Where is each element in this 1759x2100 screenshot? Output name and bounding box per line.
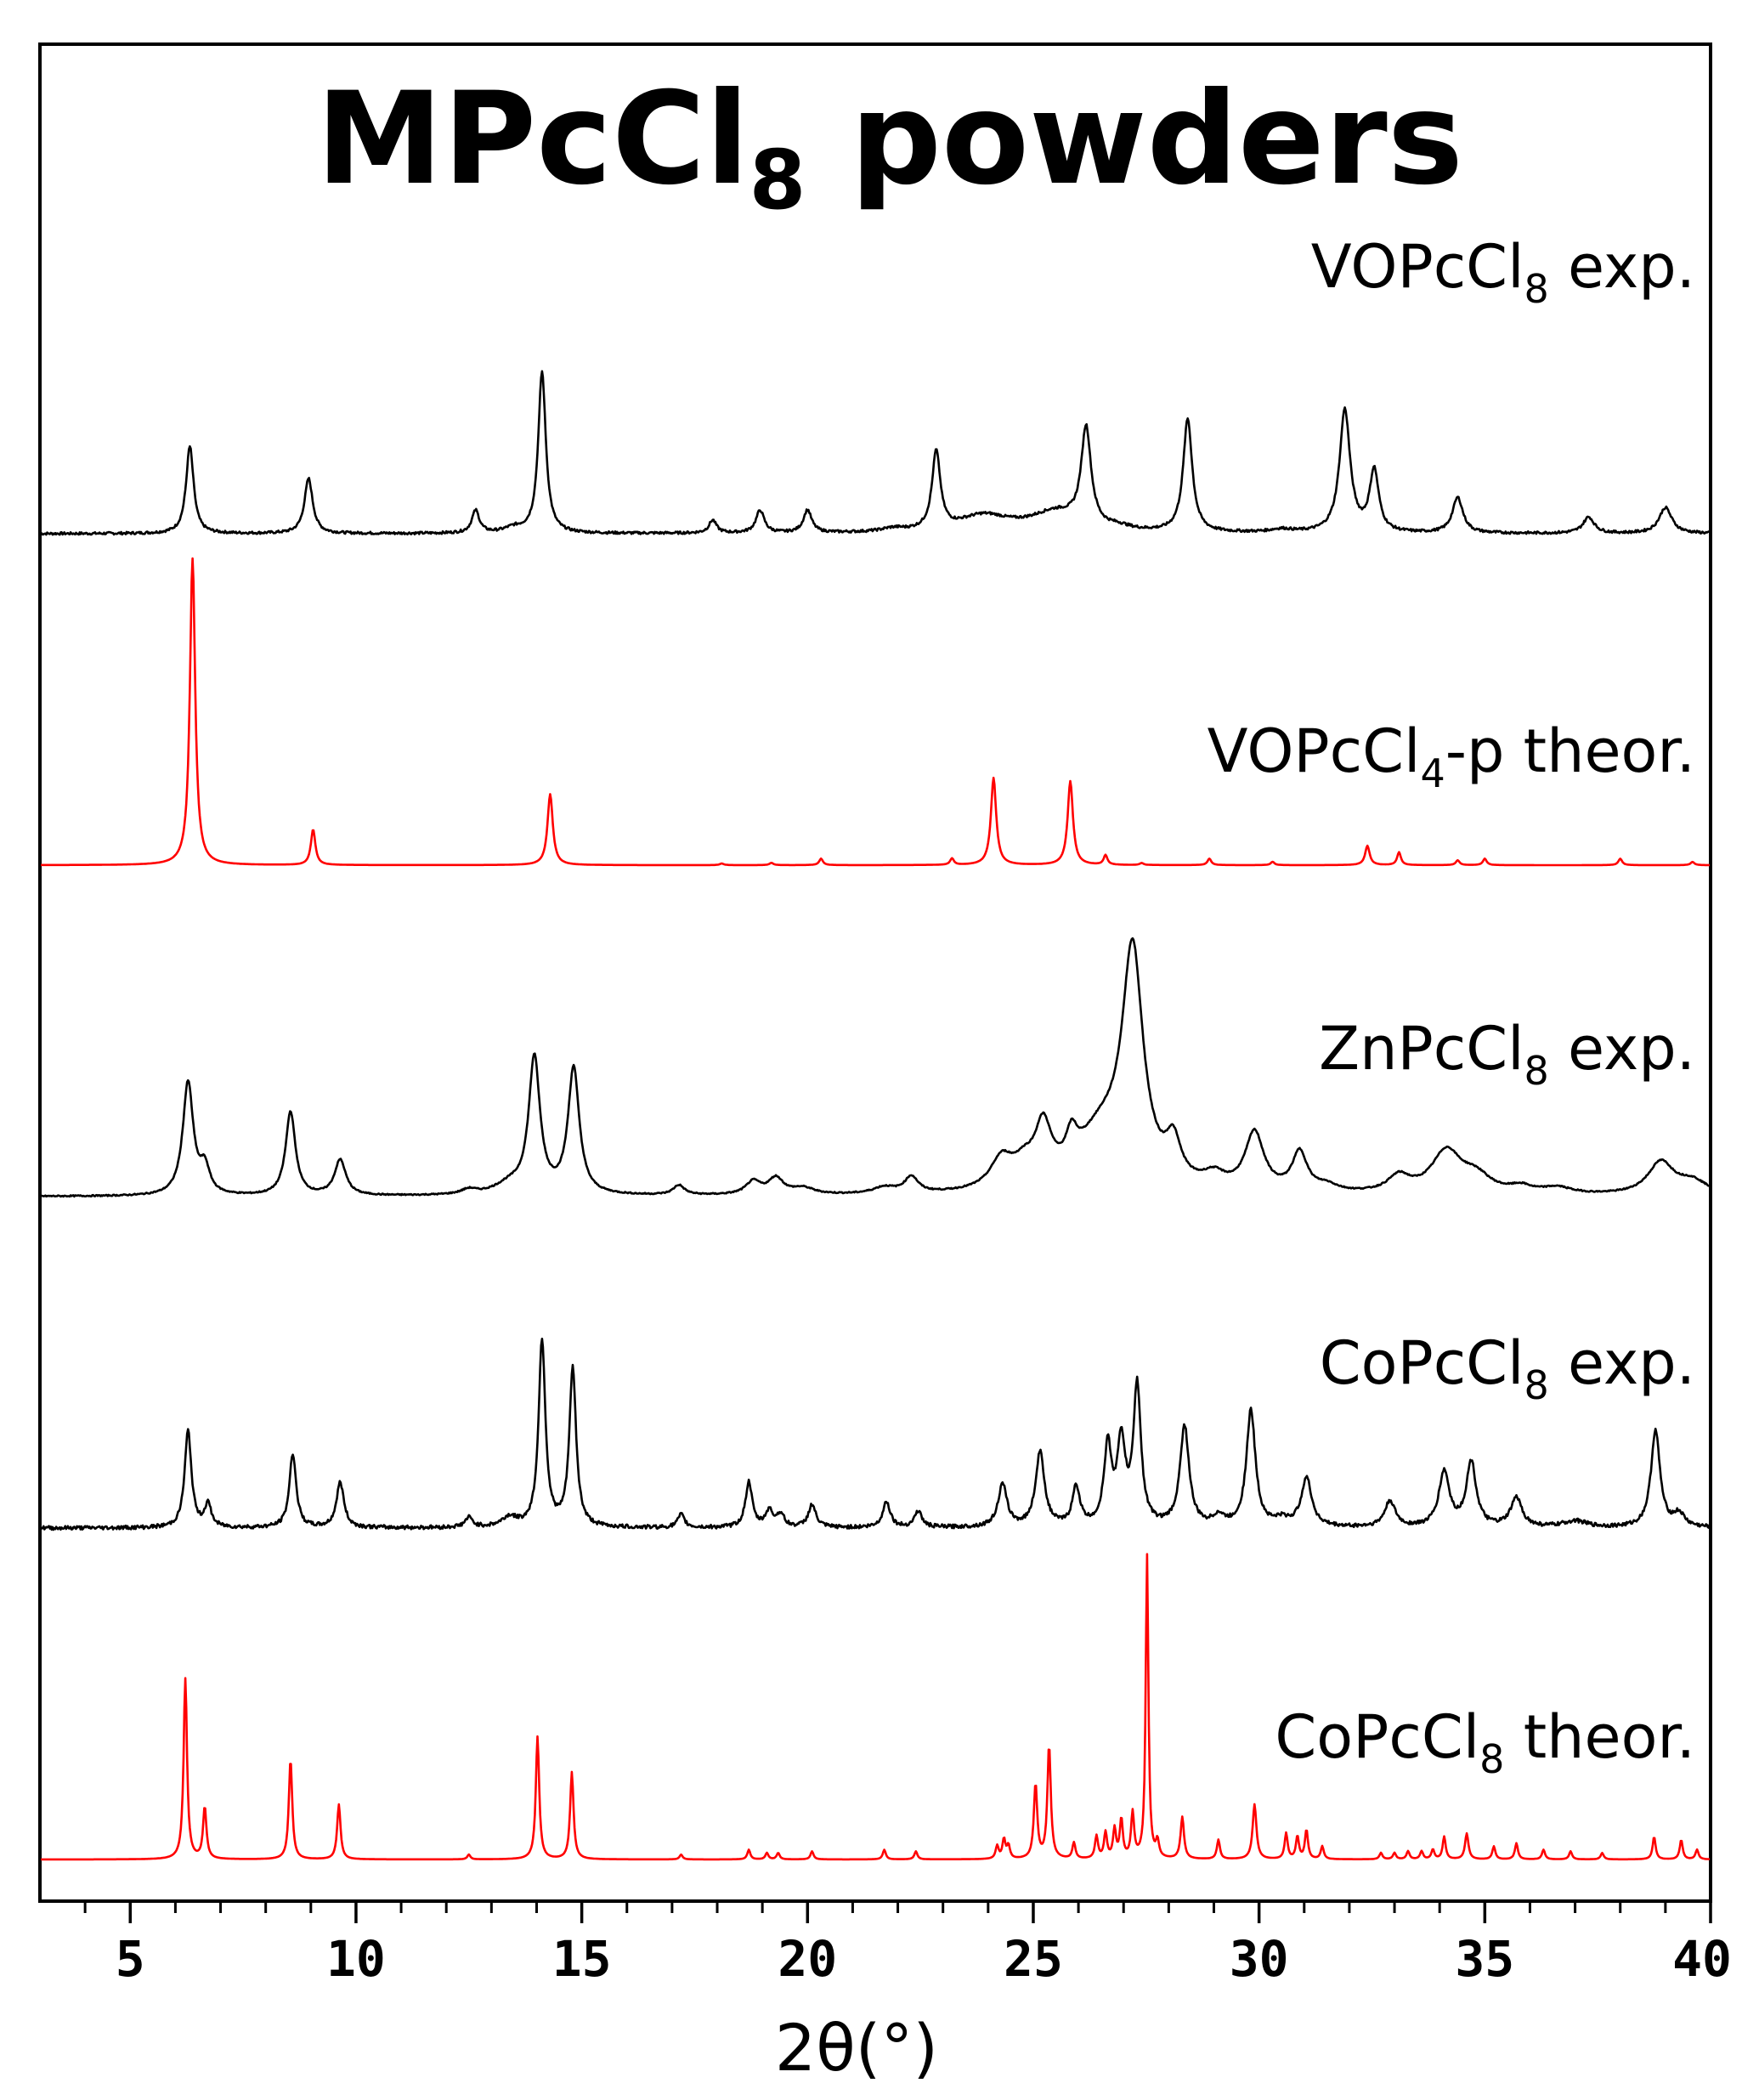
- series-line-2: [40, 937, 1711, 1198]
- series-layer: [40, 370, 1711, 1861]
- plot-frame: [38, 42, 1712, 1903]
- series-label-0: VOPcCl8 exp.: [1311, 232, 1695, 312]
- x-axis-ticks: 5 10 15 20 25 30 35 40: [83, 1901, 1732, 1988]
- series-label-2: ZnPcCl8 exp.: [1319, 1014, 1695, 1094]
- x-tick-label: 40: [1672, 1930, 1732, 1988]
- series-label-1: VOPcCl4-p theor.: [1208, 716, 1695, 796]
- x-tick-label: 30: [1230, 1930, 1289, 1988]
- series-line-0: [40, 370, 1711, 536]
- chart-title-main: MPcCl: [316, 65, 749, 213]
- x-tick-label: 35: [1455, 1930, 1514, 1988]
- series-line-4: [40, 1553, 1711, 1861]
- series-line-1: [40, 557, 1711, 867]
- series-labels: VOPcCl8 exp. VOPcCl4-p theor. ZnPcCl8 exp.…: [1208, 232, 1695, 1782]
- series-label-4: CoPcCl8 theor.: [1275, 1702, 1695, 1782]
- chart-title-suffix: powders: [806, 65, 1463, 213]
- x-tick-label: 25: [1004, 1930, 1063, 1988]
- chart-title-subscript: 8: [749, 133, 806, 228]
- chart-title: MPcCl8 powders: [316, 65, 1463, 228]
- series-label-3: CoPcCl8 exp.: [1320, 1328, 1695, 1408]
- x-axis-label: 2θ(°): [775, 2010, 938, 2086]
- x-tick-label: 5: [116, 1930, 145, 1988]
- series-line-3: [40, 1338, 1711, 1531]
- x-tick-label: 20: [778, 1930, 837, 1988]
- x-tick-label: 15: [552, 1930, 612, 1988]
- x-tick-label: 10: [326, 1930, 386, 1988]
